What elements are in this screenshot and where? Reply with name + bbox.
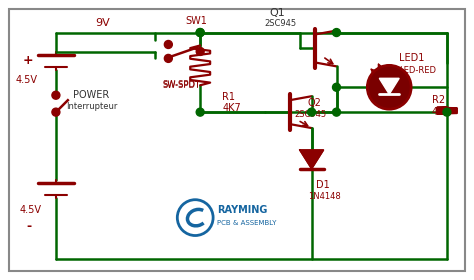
Text: 2SC945: 2SC945: [295, 110, 327, 119]
Text: +: +: [23, 54, 34, 67]
Polygon shape: [379, 78, 399, 94]
Circle shape: [52, 108, 60, 116]
Circle shape: [443, 108, 451, 116]
Text: -: -: [26, 220, 31, 233]
Text: 1N4148: 1N4148: [308, 192, 340, 201]
Circle shape: [164, 54, 173, 62]
Circle shape: [52, 91, 60, 99]
Text: POWER: POWER: [73, 90, 109, 100]
Text: R1: R1: [222, 92, 235, 102]
Circle shape: [164, 41, 173, 48]
Text: LED-RED: LED-RED: [399, 66, 436, 75]
Text: LED1: LED1: [399, 53, 425, 63]
Text: Q1: Q1: [270, 8, 286, 18]
Text: 4.5V: 4.5V: [15, 75, 37, 85]
Polygon shape: [300, 150, 324, 169]
Text: Interrupteur: Interrupteur: [66, 102, 117, 111]
Text: 4K7: 4K7: [222, 103, 241, 113]
Circle shape: [196, 108, 204, 116]
Circle shape: [367, 65, 411, 109]
Circle shape: [333, 83, 340, 91]
Text: 9V: 9V: [96, 18, 110, 28]
Text: D1: D1: [316, 180, 329, 190]
Circle shape: [308, 108, 316, 116]
Circle shape: [333, 108, 340, 116]
Text: 2SC945: 2SC945: [265, 19, 297, 28]
Text: SW-SPDT: SW-SPDT: [163, 80, 201, 89]
Circle shape: [196, 48, 204, 55]
Text: R2: R2: [432, 95, 445, 105]
Text: RAYMING: RAYMING: [217, 205, 267, 215]
Circle shape: [196, 29, 204, 36]
Text: SW-SPDT: SW-SPDT: [163, 81, 201, 90]
Text: Q2: Q2: [308, 98, 321, 108]
Text: PCB & ASSEMBLY: PCB & ASSEMBLY: [217, 220, 277, 226]
Text: 470: 470: [432, 107, 450, 117]
Text: 4.5V: 4.5V: [19, 205, 41, 215]
Circle shape: [196, 29, 204, 36]
Circle shape: [333, 29, 340, 36]
Text: SW1: SW1: [185, 16, 207, 25]
